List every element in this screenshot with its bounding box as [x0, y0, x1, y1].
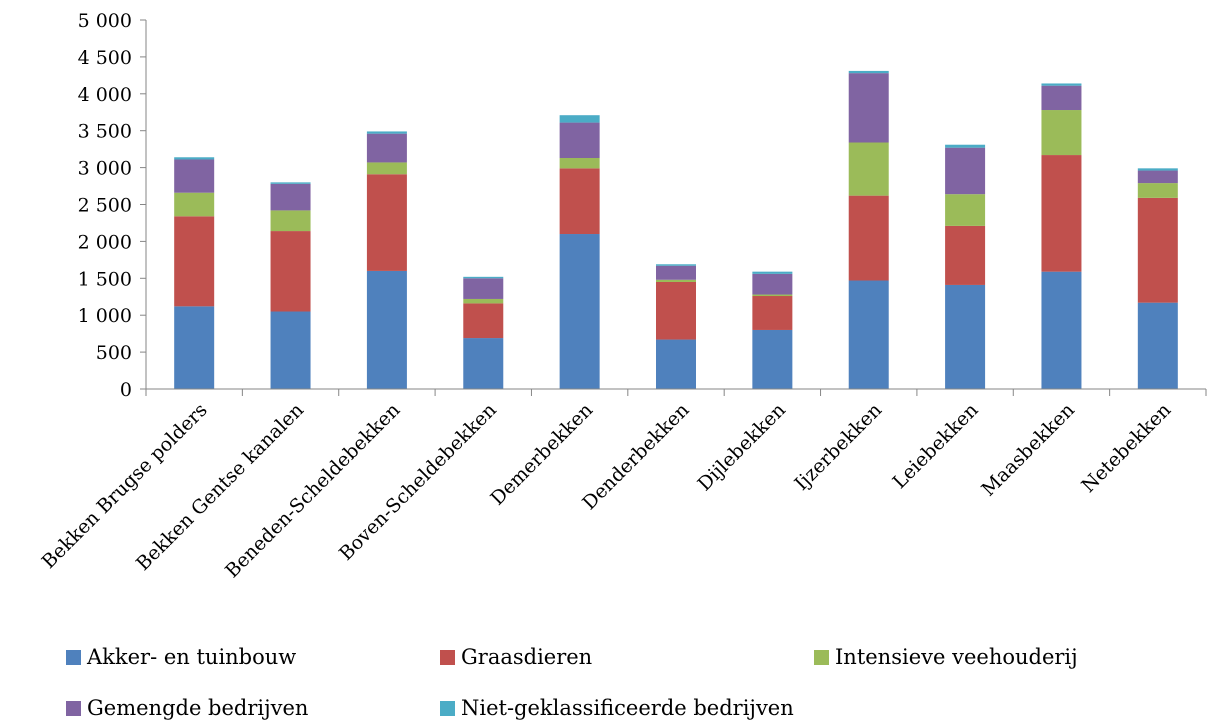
bar-segment [752, 329, 793, 389]
bar-segment [848, 73, 889, 143]
y-tick-label: 1 000 [78, 305, 132, 327]
bar-segment [945, 144, 986, 148]
chart-plot: 0 500 1 000 1 500 2 000 2 500 3 000 3 500 4 000 4… [38, 10, 1207, 582]
y-tick-label: 3 000 [78, 158, 132, 180]
bar-segment [656, 339, 696, 389]
bar-segment [752, 294, 793, 297]
bar-segment [945, 284, 986, 389]
legend-label: Intensieve veehouderij [835, 645, 1078, 669]
bar-segment [1137, 302, 1178, 389]
x-category-label: Denderbekken [578, 399, 693, 514]
bar-segment [174, 306, 215, 389]
y-tick-label: 500 [96, 342, 132, 364]
bar-segment [463, 303, 504, 339]
legend-item: Gemengde bedrijven [66, 696, 308, 720]
bar-segment [559, 122, 600, 159]
x-category-label: Netebekken [1077, 399, 1175, 497]
x-category-label: Bekken Gentse kanalen [132, 399, 308, 575]
bar-segment [1041, 83, 1082, 86]
x-category-label: Ijzerbekken [790, 399, 886, 495]
bar-segment [848, 280, 889, 389]
y-axis: 0 500 1 000 1 500 2 000 2 500 3 000 3 500 4 000 4… [78, 10, 147, 401]
bar-segment [945, 194, 986, 226]
legend-swatch [814, 649, 829, 665]
bar-segment [752, 296, 793, 330]
bar-segment [463, 278, 504, 299]
bar-segment [270, 311, 311, 389]
bar-segment [656, 264, 696, 266]
bar-segment [366, 162, 407, 175]
y-tick-label: 2 000 [78, 231, 132, 253]
bar-segment [848, 142, 889, 196]
y-tick-label: 4 500 [78, 47, 132, 69]
bar-segment [656, 281, 696, 340]
bar-segment [1041, 271, 1082, 389]
x-category-label: Maasbekken [977, 399, 1079, 501]
legend-swatch [66, 649, 81, 665]
legend-swatch [440, 649, 455, 665]
x-category-label: Demerbekken [486, 399, 597, 510]
y-tick-label: 4 000 [78, 84, 132, 106]
x-category-label: Beneden-Scheldebekken [221, 399, 404, 582]
bar-segment [848, 70, 889, 74]
bar-segment [1137, 168, 1178, 171]
y-tick-label: 0 [120, 379, 132, 401]
legend-swatch [66, 700, 81, 716]
bar-segment [656, 265, 696, 280]
bar-segment [463, 338, 504, 389]
bar-segment [559, 168, 600, 235]
bar-segment [270, 210, 311, 232]
y-tick-label: 5 000 [78, 10, 132, 32]
bar-segment [1041, 85, 1082, 111]
legend-label: Niet-geklassificeerde bedrijven [461, 696, 794, 720]
bar-segment [752, 273, 793, 295]
bar-segment [1137, 183, 1178, 198]
legend-swatch [440, 700, 455, 716]
bar-segment [366, 270, 407, 389]
bar-segment [366, 133, 407, 163]
bar-segment [1137, 170, 1178, 184]
bar-segment [559, 115, 600, 123]
bar-segment [848, 195, 889, 281]
legend-item: Graasdieren [440, 645, 592, 669]
bar-segment [1041, 155, 1082, 272]
bar-segment [366, 174, 407, 271]
bar-segment [463, 298, 504, 304]
bar-segment [270, 182, 311, 184]
bar-segment [656, 279, 696, 282]
x-category-label: Bekken Brugse polders [38, 399, 212, 573]
bar-segment [174, 192, 215, 217]
bar-segment [945, 147, 986, 195]
bar-segment [174, 159, 215, 193]
bar-segment [1137, 197, 1178, 303]
legend-item: Intensieve veehouderij [814, 645, 1078, 669]
bar-segment [270, 231, 311, 312]
legend-item: Akker- en tuinbouw [66, 645, 296, 669]
bar-segment [174, 157, 215, 160]
legend-label: Akker- en tuinbouw [87, 645, 297, 669]
legend-label: Gemengde bedrijven [87, 696, 309, 720]
bar-segment [270, 183, 311, 211]
y-tick-label: 1 500 [78, 268, 132, 290]
x-category-label: Dijlebekken [693, 399, 789, 495]
bars [174, 70, 1178, 389]
legend-item: Niet-geklassificeerde bedrijven [440, 696, 794, 720]
bar-segment [463, 276, 504, 279]
legend-label: Graasdieren [461, 645, 593, 669]
bar-segment [366, 131, 407, 134]
bar-segment [559, 234, 600, 389]
bar-segment [174, 216, 215, 307]
x-category-label: Leiebekken [889, 399, 983, 493]
bar-segment [752, 271, 793, 274]
bar-segment [945, 225, 986, 285]
bar-segment [1041, 110, 1082, 156]
y-tick-label: 3 500 [78, 121, 132, 143]
x-category-label: Boven-Scheldebekken [335, 399, 501, 565]
y-tick-label: 2 500 [78, 195, 132, 217]
bar-segment [559, 158, 600, 169]
